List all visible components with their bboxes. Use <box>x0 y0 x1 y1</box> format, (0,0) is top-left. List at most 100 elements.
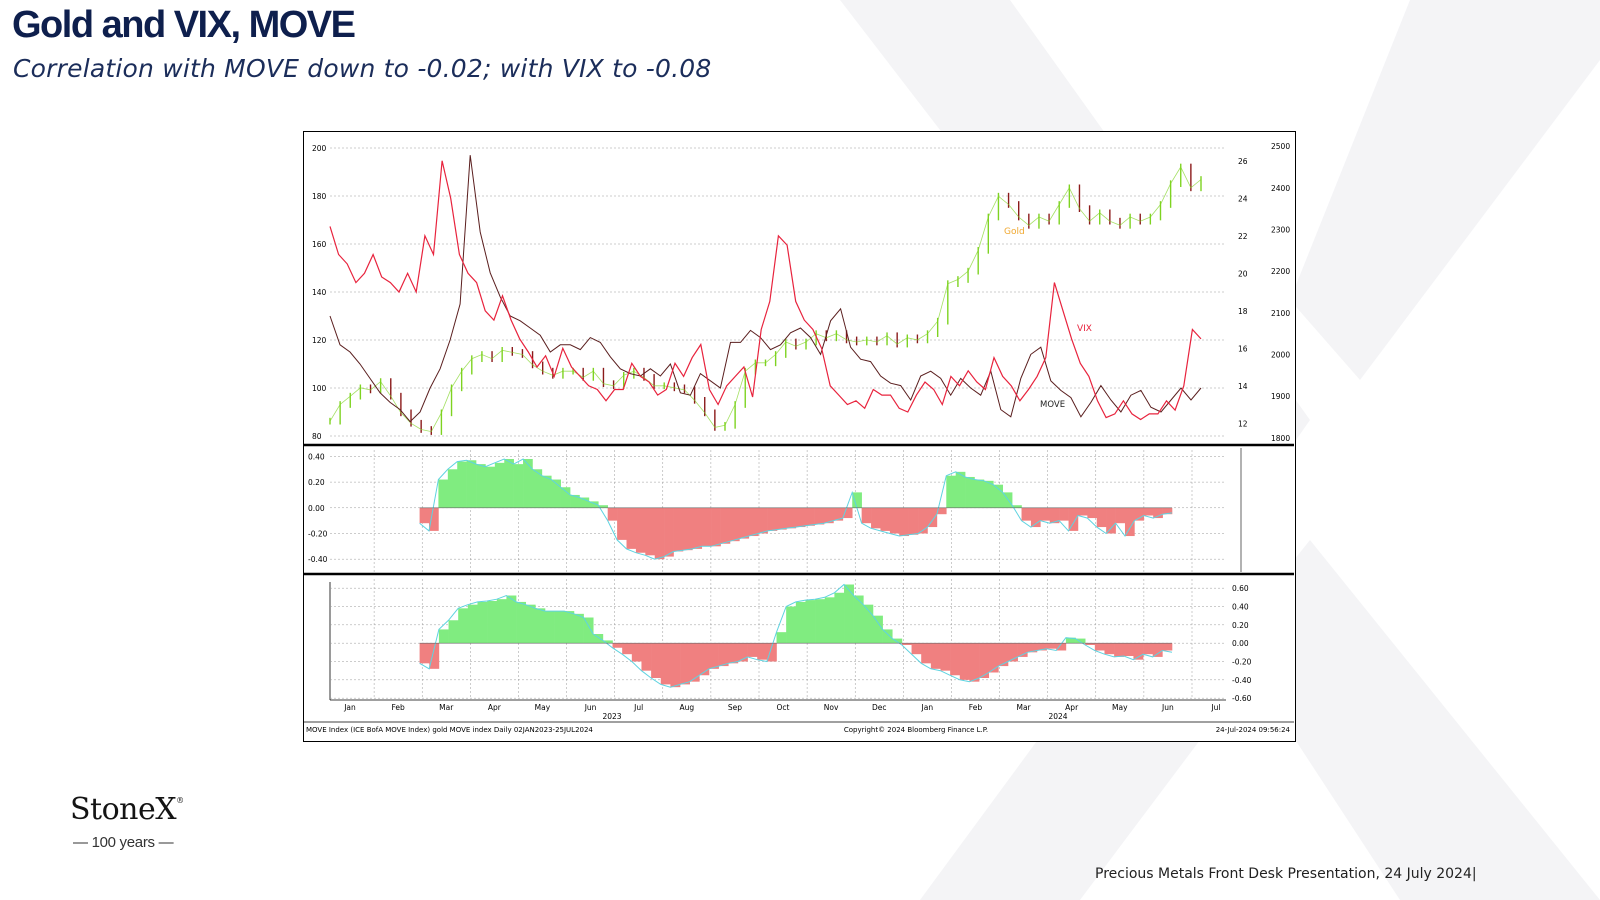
month-tick-label: Mar <box>1016 703 1031 712</box>
corr-negative-area <box>645 507 656 556</box>
corr-positive-area <box>476 464 486 508</box>
corr-positive-area <box>438 479 449 508</box>
month-tick-label: Jan <box>343 703 356 712</box>
month-tick-label: Jan <box>921 703 934 712</box>
corr-negative-area <box>429 643 440 669</box>
corr-negative-area <box>737 643 748 662</box>
corr-negative-area <box>766 643 777 662</box>
corr-negative-area <box>680 643 690 685</box>
corr-positive-area <box>882 629 893 644</box>
corr-positive-area <box>458 608 469 644</box>
corr-axis-tick: -0.40 <box>308 555 328 564</box>
corr-negative-area <box>1085 643 1096 645</box>
corr-negative-area <box>635 507 646 553</box>
month-tick-label: Oct <box>777 703 790 712</box>
vix-axis-tick: 12 <box>1238 419 1248 428</box>
corr-axis-tick: -0.60 <box>1232 694 1252 703</box>
month-tick-label: Jul <box>633 703 643 712</box>
month-tick-label: Mar <box>439 703 454 712</box>
corr-positive-area <box>545 611 555 644</box>
corr-positive-area <box>477 601 488 644</box>
corr-negative-area <box>711 507 721 547</box>
year-tick-label: 2024 <box>1048 712 1067 721</box>
corr-positive-area <box>786 606 797 644</box>
corr-negative-area <box>1017 643 1028 657</box>
left-axis-tick: 120 <box>312 336 327 345</box>
month-tick-label: Feb <box>391 703 405 712</box>
corr-positive-area <box>513 464 524 508</box>
corr-negative-area <box>1068 507 1079 531</box>
corr-axis-tick: 0.20 <box>308 478 325 487</box>
corr-negative-area <box>1094 643 1105 651</box>
corr-negative-area <box>1143 507 1154 516</box>
corr-positive-area <box>1012 505 1022 508</box>
vix-series-label: VIX <box>1077 324 1092 334</box>
left-axis-tick: 100 <box>312 384 327 393</box>
corr-negative-area <box>880 507 891 531</box>
month-tick-label: Nov <box>824 703 839 712</box>
corr-negative-area <box>833 507 844 521</box>
move-series-label: MOVE <box>1040 400 1065 410</box>
corr-negative-area <box>1056 643 1067 651</box>
corr-outline <box>419 458 1173 560</box>
month-tick-label: Apr <box>488 703 502 712</box>
gold-axis-tick: 2300 <box>1271 226 1290 235</box>
corr-positive-area <box>795 601 806 644</box>
left-axis-tick: 180 <box>312 192 327 201</box>
corr-negative-area <box>979 643 990 678</box>
corr-axis-tick: 0.00 <box>308 504 325 513</box>
month-tick-label: Aug <box>679 703 694 712</box>
corr-negative-area <box>908 507 919 535</box>
timestamp-text: 24-Jul-2024 09:56:24 <box>1216 726 1291 734</box>
corr-positive-area <box>494 462 505 508</box>
corr-negative-area <box>786 507 797 529</box>
corr-negative-area <box>1133 643 1144 660</box>
corr-positive-area <box>564 611 575 644</box>
corr-positive-area <box>583 617 594 644</box>
corr-axis-tick: 0.40 <box>1232 603 1249 612</box>
corr-negative-area <box>871 507 881 529</box>
corr-negative-area <box>1059 507 1069 521</box>
gold-series-label: Gold <box>1004 227 1025 237</box>
footer-text: Precious Metals Front Desk Presentation,… <box>1095 866 1477 882</box>
corr-axis-tick: 0.40 <box>308 452 325 461</box>
corr-negative-area <box>607 507 618 521</box>
corr-positive-area <box>554 611 565 644</box>
corr-positive-area <box>485 466 496 508</box>
vix-axis-tick: 22 <box>1238 232 1248 241</box>
corr-axis-tick: -0.20 <box>308 529 328 538</box>
corr-negative-area <box>701 507 712 547</box>
left-axis-tick: 140 <box>312 288 327 297</box>
vix-line <box>329 160 1202 421</box>
corr-negative-area <box>641 643 652 671</box>
stonex-logo: StoneX® <box>70 792 184 827</box>
corr-positive-area <box>602 640 613 644</box>
corr-negative-area <box>776 507 787 530</box>
corr-positive-area <box>834 592 845 644</box>
month-tick-label: May <box>535 703 551 712</box>
move-line <box>329 155 1202 423</box>
corr-negative-area <box>1153 507 1163 519</box>
corr-negative-area <box>729 507 740 542</box>
source-text: MOVE Index (ICE BofA MOVE Index) gold MO… <box>306 726 593 734</box>
month-tick-label: Dec <box>872 703 887 712</box>
corr-positive-area <box>570 494 580 508</box>
corr-negative-area <box>1104 643 1115 655</box>
corr-negative-area <box>631 643 642 662</box>
corr-negative-area <box>718 643 729 667</box>
corr-negative-area <box>969 643 980 682</box>
logo-text: StoneX <box>70 792 177 827</box>
corr-positive-area <box>974 479 985 508</box>
corr-negative-area <box>670 643 681 688</box>
corr-axis-tick: -0.40 <box>1232 676 1252 685</box>
corr-positive-area <box>983 480 994 508</box>
corr-positive-area <box>448 620 459 644</box>
gold-axis-tick: 1900 <box>1271 392 1290 401</box>
vix-axis-tick: 18 <box>1238 307 1248 316</box>
corr-negative-area <box>1115 507 1126 524</box>
corr-negative-area <box>708 643 719 669</box>
corr-positive-area <box>593 634 604 644</box>
corr-positive-area <box>1065 637 1076 644</box>
corr-negative-area <box>936 507 947 515</box>
corr-axis-tick: 0.20 <box>1232 621 1249 630</box>
